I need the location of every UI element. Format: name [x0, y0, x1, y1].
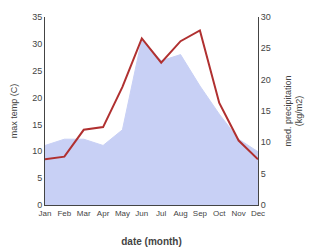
svg-text:Aug: Aug	[173, 209, 187, 218]
svg-text:Feb: Feb	[57, 209, 71, 218]
svg-text:10: 10	[32, 146, 42, 156]
svg-text:15: 15	[32, 120, 42, 130]
svg-text:Jan: Jan	[39, 209, 52, 218]
svg-text:Mar: Mar	[77, 209, 91, 218]
svg-text:Jul: Jul	[156, 209, 166, 218]
svg-text:0: 0	[261, 200, 266, 210]
svg-text:25: 25	[32, 66, 42, 76]
svg-text:Sep: Sep	[193, 209, 208, 218]
svg-text:Jun: Jun	[135, 209, 148, 218]
svg-text:20: 20	[261, 75, 271, 85]
svg-text:date (month): date (month)	[121, 236, 182, 247]
svg-text:35: 35	[32, 12, 42, 22]
svg-text:20: 20	[32, 93, 42, 103]
svg-text:Dec: Dec	[251, 209, 265, 218]
svg-text:Apr: Apr	[97, 209, 110, 218]
svg-text:May: May	[115, 209, 130, 218]
svg-text:25: 25	[261, 43, 271, 53]
svg-text:med. precipitation(kg/m2): med. precipitation(kg/m2)	[283, 75, 305, 146]
svg-text:0: 0	[37, 200, 42, 210]
svg-text:5: 5	[261, 169, 266, 179]
svg-text:10: 10	[261, 137, 271, 147]
svg-text:5: 5	[37, 173, 42, 183]
svg-text:max temp (C): max temp (C)	[9, 84, 19, 139]
svg-text:Nov: Nov	[232, 209, 246, 218]
svg-text:30: 30	[261, 12, 271, 22]
svg-text:Oct: Oct	[213, 209, 226, 218]
svg-text:30: 30	[32, 39, 42, 49]
svg-text:15: 15	[261, 106, 271, 116]
